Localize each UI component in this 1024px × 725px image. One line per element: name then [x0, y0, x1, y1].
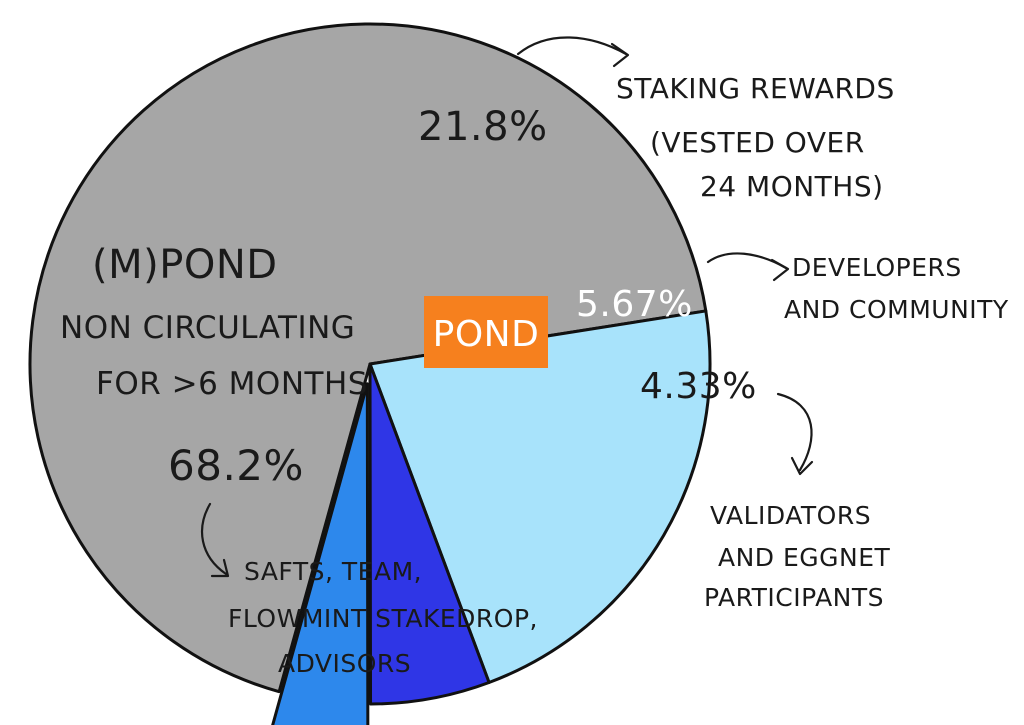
- pond-badge-label: POND: [433, 314, 540, 355]
- pond-badge: POND: [424, 296, 548, 368]
- mpond-title: (M)POND: [92, 242, 278, 288]
- staking-arrow: [516, 36, 630, 68]
- developers-arrow: [706, 252, 790, 282]
- slice-developers: [368, 362, 491, 706]
- mpond-desc-line-3: ADVISORS: [278, 649, 411, 678]
- staking-rewards-label-line-1: STAKING REWARDS: [616, 72, 895, 105]
- validators-label-line-3: PARTICIPANTS: [704, 583, 884, 612]
- validators-label-line-1: VALIDATORS: [710, 501, 871, 530]
- slice-validators: [271, 382, 370, 725]
- mpond-desc-arrow: [200, 502, 230, 578]
- developers-label-line-1: DEVELOPERS: [792, 253, 962, 282]
- mpond-line-1: NON CIRCULATING: [60, 310, 355, 346]
- mpond-desc-line-1: SAFTS, TEAM,: [244, 557, 422, 586]
- mpond-desc-line-2: FLOWMINT STAKEDROP,: [228, 604, 538, 633]
- staking-rewards-label-line-3: 24 MONTHS): [700, 170, 884, 203]
- validators-pct-label: 4.33%: [640, 366, 757, 407]
- staking-rewards-pct-label: 21.8%: [418, 104, 548, 150]
- slice-mpond: [28, 22, 708, 694]
- staking-rewards-label-line-2: (VESTED OVER: [650, 126, 865, 159]
- mpond-pct-label: 68.2%: [168, 441, 304, 490]
- validators-label-line-2: AND EGGNET: [718, 543, 891, 572]
- developers-label-line-2: AND COMMUNITY: [784, 295, 1009, 324]
- validators-arrow: [776, 392, 814, 476]
- mpond-line-2: FOR >6 MONTHS: [96, 366, 368, 402]
- pie-slices: [28, 22, 712, 725]
- developers-pct-label: 5.67%: [576, 284, 693, 325]
